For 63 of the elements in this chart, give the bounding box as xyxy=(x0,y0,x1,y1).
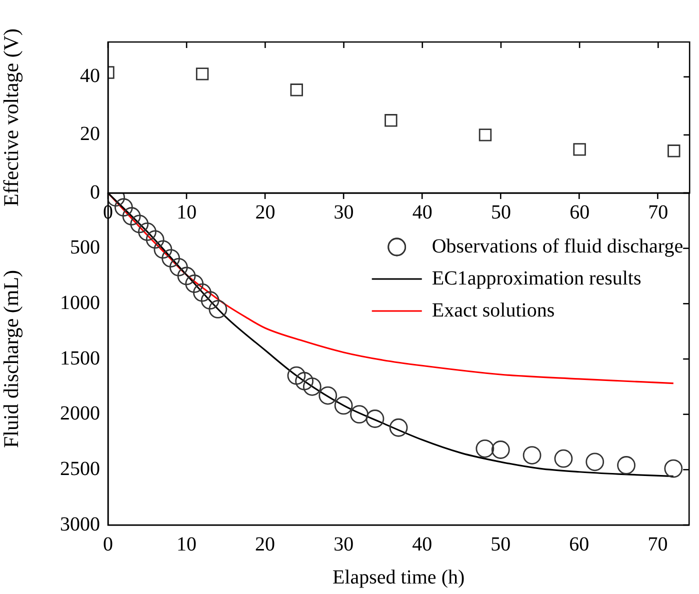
y-axis-title: Effective voltage (V) xyxy=(0,28,24,207)
y-tick-label: 0 xyxy=(90,181,100,204)
point xyxy=(476,439,494,458)
point xyxy=(384,114,398,127)
legend-label: EC1approximation results xyxy=(432,267,642,290)
point xyxy=(478,128,492,142)
y-tick-label: 1000 xyxy=(60,292,100,314)
point xyxy=(664,459,683,478)
point xyxy=(389,418,408,437)
y-axis-title: Fluid discharge (mL) xyxy=(0,270,24,448)
point xyxy=(318,386,338,405)
point xyxy=(196,68,209,80)
x-tick-label: 50 xyxy=(490,201,511,224)
point xyxy=(114,198,133,217)
x-tick-label: 40 xyxy=(412,201,432,224)
point xyxy=(617,456,636,474)
point xyxy=(162,249,180,268)
point xyxy=(130,214,149,234)
legend-label: Exact solutions xyxy=(432,299,555,322)
point xyxy=(177,266,196,286)
x-tick-label: 70 xyxy=(648,533,668,556)
point xyxy=(185,274,204,293)
x-tick-label: 40 xyxy=(412,533,432,556)
point xyxy=(169,258,188,276)
x-tick-label: 20 xyxy=(255,201,276,224)
point xyxy=(200,291,220,310)
x-tick-label: 50 xyxy=(490,533,511,556)
y-tick-label: 40 xyxy=(80,65,100,88)
point xyxy=(154,240,172,259)
y-tick-label: 2000 xyxy=(60,402,100,425)
point xyxy=(334,396,353,415)
x-tick-label: 20 xyxy=(255,533,276,556)
point xyxy=(122,207,141,226)
y-tick-label: 1500 xyxy=(60,347,100,370)
x-tick-label: 10 xyxy=(176,201,197,224)
y-tick-label: 20 xyxy=(80,123,100,146)
point xyxy=(668,144,680,158)
y-tick-label: 500 xyxy=(70,236,100,259)
point xyxy=(290,84,303,96)
point xyxy=(573,143,586,156)
legend-label: Observations of fluid discharge xyxy=(432,235,684,258)
point xyxy=(193,283,212,302)
x-tick-label: 60 xyxy=(569,533,590,556)
x-tick-label: 10 xyxy=(176,533,197,556)
point xyxy=(491,440,510,459)
point xyxy=(366,410,384,428)
y-tick-label: 2500 xyxy=(60,458,100,480)
x-tick-label: 60 xyxy=(570,201,590,224)
x-tick-label: 70 xyxy=(648,201,668,224)
point xyxy=(208,300,228,318)
x-tick-label: 30 xyxy=(334,201,354,224)
point xyxy=(522,446,542,464)
point xyxy=(287,366,306,385)
point xyxy=(302,377,322,396)
y-tick-label: 3000 xyxy=(60,513,100,536)
point xyxy=(554,449,573,468)
point xyxy=(146,230,164,249)
point xyxy=(350,405,368,424)
point xyxy=(586,452,604,472)
point xyxy=(138,222,156,241)
x-tick-label: 30 xyxy=(334,533,354,556)
x-axis-title: Elapsed time (h) xyxy=(332,566,465,588)
point xyxy=(295,372,314,390)
